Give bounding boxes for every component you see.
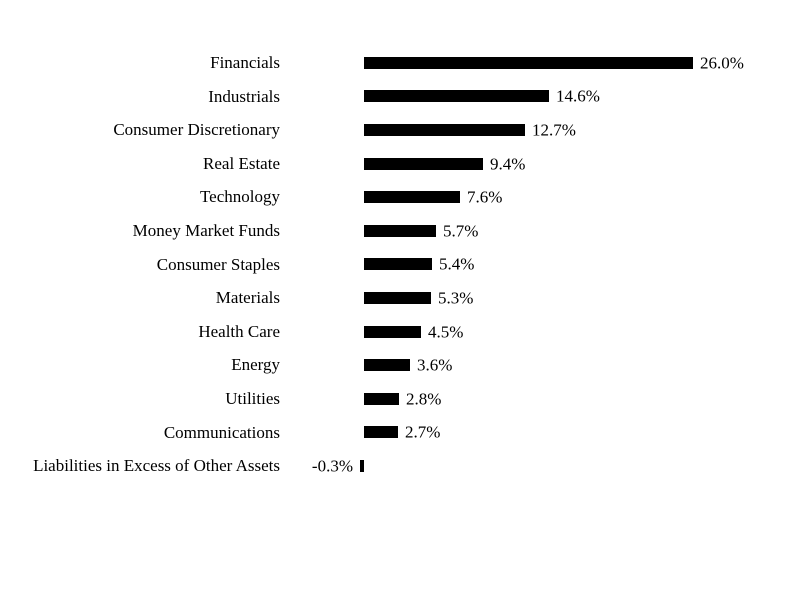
bar-zone: 12.7% — [280, 113, 792, 147]
bar — [364, 291, 431, 304]
chart-row: Financials 26.0% — [0, 46, 792, 80]
chart-row: Energy 3.6% — [0, 348, 792, 382]
bar — [360, 459, 364, 472]
bar — [364, 123, 525, 136]
value-label: 9.4% — [490, 154, 526, 174]
category-label: Industrials — [208, 86, 280, 106]
category-label: Consumer Discretionary — [113, 120, 280, 140]
value-label: -0.3% — [311, 456, 353, 476]
value-label: 2.8% — [406, 389, 442, 409]
bar — [364, 191, 460, 204]
chart-row: Industrials 14.6% — [0, 80, 792, 114]
chart-row: Consumer Staples 5.4% — [0, 248, 792, 282]
value-label: 12.7% — [532, 120, 576, 140]
value-label: 4.5% — [428, 322, 464, 342]
bar-zone: 5.3% — [280, 281, 792, 315]
bar — [364, 426, 398, 439]
category-label: Financials — [210, 53, 280, 72]
bar-zone: 3.6% — [280, 348, 792, 382]
bar — [364, 224, 436, 237]
value-label: 5.7% — [443, 221, 479, 241]
bar-zone: 2.8% — [280, 382, 792, 416]
value-label: 14.6% — [556, 86, 600, 106]
chart-row: Health Care 4.5% — [0, 315, 792, 349]
chart-row: Utilities 2.8% — [0, 382, 792, 416]
chart-rows: Financials 26.0% Industrials 14.6% Consumer … — [0, 46, 792, 483]
bar-zone: 4.5% — [280, 315, 792, 349]
value-label: 5.4% — [439, 254, 475, 274]
bar-zone: 2.7% — [280, 416, 792, 450]
bar — [364, 325, 421, 338]
bar — [364, 392, 399, 405]
bar-zone: 5.4% — [280, 248, 792, 282]
bar — [364, 258, 432, 271]
chart-row: Materials 5.3% — [0, 281, 792, 315]
chart-row: Real Estate 9.4% — [0, 147, 792, 181]
bar-zone: 14.6% — [280, 80, 792, 114]
bar-zone: 9.4% — [280, 147, 792, 181]
category-label: Liabilities in Excess of Other Assets — [33, 456, 280, 476]
value-label: 3.6% — [417, 355, 453, 375]
category-label: Energy — [231, 355, 280, 375]
chart-row: Technology 7.6% — [0, 180, 792, 214]
chart-row: Communications 2.7% — [0, 416, 792, 450]
bar-zone: -0.3% — [280, 449, 792, 483]
category-label: Health Care — [198, 321, 280, 341]
chart-row: Liabilities in Excess of Other Assets -0.… — [0, 449, 792, 483]
chart-row: Money Market Funds 5.7% — [0, 214, 792, 248]
category-label: Money Market Funds — [132, 220, 280, 240]
category-label: Consumer Staples — [156, 254, 280, 274]
bar — [364, 157, 483, 170]
category-label: Materials — [215, 288, 280, 308]
bar — [364, 90, 549, 103]
bar — [364, 56, 693, 69]
category-label: Technology — [199, 187, 280, 207]
value-label: 2.7% — [405, 422, 441, 442]
bar-zone: 5.7% — [280, 214, 792, 248]
value-label: 7.6% — [467, 187, 503, 207]
bar-zone: 26.0% — [280, 46, 792, 80]
category-label: Communications — [163, 422, 280, 442]
category-label: Real Estate — [203, 153, 280, 173]
bar-zone: 7.6% — [280, 180, 792, 214]
category-label: Utilities — [225, 388, 280, 408]
bar — [364, 359, 410, 372]
chart-row: Consumer Discretionary 12.7% — [0, 113, 792, 147]
value-label: 26.0% — [700, 53, 744, 73]
value-label: 5.3% — [438, 288, 474, 308]
